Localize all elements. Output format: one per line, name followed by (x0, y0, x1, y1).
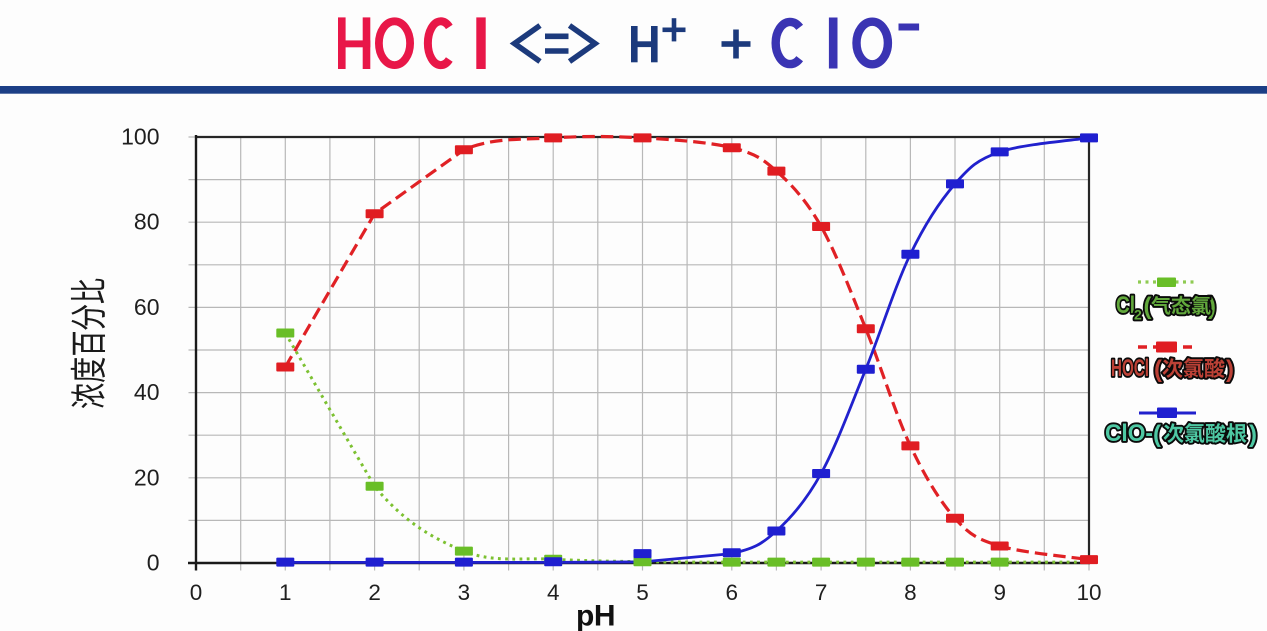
svg-text:10: 10 (1076, 580, 1101, 605)
svg-text:): ) (1226, 356, 1234, 383)
svg-text:1: 1 (279, 580, 292, 605)
svg-text:100: 100 (121, 124, 159, 150)
svg-text:6: 6 (726, 580, 739, 605)
svg-text:40: 40 (134, 379, 160, 405)
svg-text:HOCl: HOCl (1111, 355, 1149, 382)
svg-text:Cl: Cl (1116, 292, 1135, 319)
svg-text:): ) (1208, 293, 1216, 320)
svg-text:7: 7 (815, 580, 828, 605)
svg-text:60: 60 (134, 294, 160, 320)
svg-text:80: 80 (134, 209, 160, 235)
svg-text:4: 4 (547, 580, 560, 605)
svg-text:9: 9 (993, 580, 1006, 605)
svg-text:8: 8 (904, 580, 917, 605)
svg-text:(: ( (1153, 421, 1161, 448)
svg-text:0: 0 (190, 580, 203, 605)
svg-text:(: ( (1144, 293, 1152, 320)
svg-text:5: 5 (636, 580, 649, 605)
svg-text:20: 20 (134, 464, 160, 490)
svg-text:pH: pH (576, 600, 616, 631)
svg-text:(: ( (1154, 356, 1162, 383)
svg-text:2: 2 (368, 580, 381, 605)
svg-text:2: 2 (1134, 307, 1142, 323)
svg-text:ClO-: ClO- (1105, 420, 1153, 447)
svg-text:3: 3 (458, 580, 471, 605)
svg-text:0: 0 (147, 550, 160, 576)
svg-text:): ) (1249, 421, 1257, 448)
